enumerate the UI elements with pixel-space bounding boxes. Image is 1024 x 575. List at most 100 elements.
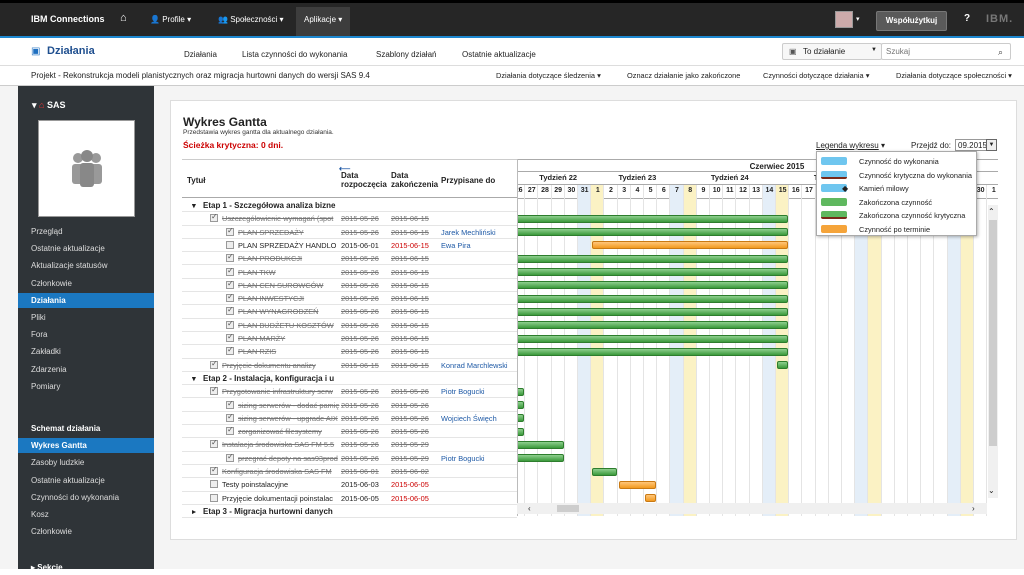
gantt-bar[interactable] <box>518 454 564 463</box>
gantt-bar[interactable] <box>518 281 789 290</box>
task-checkbox[interactable] <box>226 452 234 462</box>
vertical-scrollbar[interactable] <box>988 205 998 498</box>
sidebar-item[interactable]: Fora <box>31 330 48 340</box>
sidebar-item[interactable]: Czynności do wykonania <box>31 492 120 502</box>
table-row[interactable]: sizing serwerów - dodać pamię2015-05-262… <box>182 399 517 412</box>
tab-todo-list[interactable]: Lista czynności do wykonania <box>242 50 348 59</box>
gantt-bar[interactable] <box>518 228 789 237</box>
scroll-thumb[interactable] <box>557 505 579 512</box>
table-row[interactable]: PLAN TKW 2015-05-26 2015-06-15 <box>182 266 517 279</box>
assignee[interactable]: Piotr Bogucki <box>441 387 485 397</box>
chevron-down-icon[interactable]: ▾ <box>856 16 860 23</box>
assignee[interactable]: Piotr Bogucki <box>441 453 485 463</box>
gantt-bar[interactable] <box>518 307 789 316</box>
tab-activities[interactable]: Działania <box>184 50 217 59</box>
community-name[interactable]: ▾ ⌂ SAS <box>32 100 66 110</box>
table-row[interactable]: Uszczegółowienie wymagań (spot 2015-05-26… <box>182 212 517 226</box>
task-checkbox[interactable] <box>226 412 234 422</box>
table-row[interactable]: PLAN PRODUKCJI 2015-05-26 2015-06-15 <box>182 252 517 266</box>
gantt-bar[interactable] <box>518 268 789 276</box>
nav-profile[interactable]: 👤 Profile ▾ <box>150 15 192 24</box>
table-row[interactable]: PLAN MARŻY 2015-05-26 2015-06-15 <box>182 332 517 346</box>
gantt-bar[interactable] <box>518 401 525 409</box>
search-scope-select[interactable]: ▣ To działanie ▼ <box>782 43 882 60</box>
task-checkbox[interactable] <box>210 438 218 449</box>
chevron-up-icon[interactable]: ⌃ <box>988 207 995 216</box>
task-checkbox[interactable] <box>210 465 218 475</box>
gantt-bar[interactable] <box>518 321 789 330</box>
table-row[interactable]: PLAN SPRZEDAŻY 2015-05-26 2015-06-15 Jarek … <box>182 226 517 239</box>
chevron-left-icon[interactable]: ‹ <box>528 504 531 513</box>
assignee[interactable]: Ewa Pira <box>441 240 471 250</box>
table-row[interactable]: PLAN WYNAGRODZEŃ 2015-05-26 2015-06-15 <box>182 305 517 319</box>
sidebar-item[interactable]: Zasoby ludzkie <box>31 458 85 468</box>
task-checkbox[interactable] <box>226 399 234 409</box>
sidebar-item[interactable]: Ostatnie aktualizacje <box>31 244 105 254</box>
sidebar-item[interactable]: Ostatnie aktualizacje <box>31 475 105 485</box>
gantt-bar[interactable] <box>518 334 789 343</box>
col-start[interactable]: Data rozpoczęcia <box>341 171 387 189</box>
task-checkbox[interactable] <box>226 240 234 249</box>
sidebar-item[interactable]: Zdarzenia <box>31 364 67 374</box>
table-row[interactable]: PLAN RZIS 2015-05-26 2015-06-15 <box>182 345 517 359</box>
nav-communities[interactable]: 👥 Społeczności ▾ <box>218 15 284 24</box>
sidebar-item[interactable]: Aktualizacje statusów <box>31 261 108 271</box>
community-actions-menu[interactable]: Działania dotyczące społeczności ▾ <box>896 71 1012 80</box>
sidebar-item[interactable]: Pomiary <box>31 381 61 391</box>
gantt-bar[interactable] <box>777 361 789 370</box>
task-checkbox[interactable] <box>210 385 218 396</box>
task-checkbox[interactable] <box>210 359 218 369</box>
table-row[interactable]: zorganizować filesystemy 2015-05-26 2015-0… <box>182 425 517 439</box>
task-checkbox[interactable] <box>226 279 234 289</box>
horizontal-scrollbar[interactable] <box>517 503 987 514</box>
gantt-bar[interactable] <box>518 427 525 436</box>
gantt-bar[interactable] <box>518 254 789 263</box>
task-checkbox[interactable] <box>210 212 218 223</box>
chevron-down-icon[interactable]: ⌄ <box>988 486 995 495</box>
chevron-right-icon[interactable]: › <box>972 504 975 513</box>
table-row[interactable]: Testy poinstalacyjne 2015-06-03 2015-06-05 <box>182 478 517 492</box>
table-row[interactable]: Przyjęcie dokumentu analizy 2015-06-15 201… <box>182 359 517 372</box>
goto-dropdown-button[interactable]: ▼ <box>986 139 997 151</box>
sidebar-item[interactable]: Wykres Gantta <box>18 438 154 454</box>
gantt-bar[interactable] <box>518 440 564 449</box>
task-checkbox[interactable] <box>210 493 218 502</box>
task-checkbox[interactable] <box>210 480 218 489</box>
table-row[interactable]: Konfiguracja środowiska SAS FM 2015-06-01… <box>182 465 517 479</box>
search-input[interactable] <box>881 43 1011 60</box>
col-assigned[interactable]: Przypisane do <box>441 176 496 185</box>
search-icon[interactable]: ⌕ <box>998 47 1004 57</box>
gantt-bar[interactable] <box>518 347 789 356</box>
user-avatar[interactable] <box>835 11 853 28</box>
gantt-bar[interactable] <box>518 387 525 396</box>
expand-toggle-icon[interactable]: ▾ <box>192 373 196 383</box>
activity-actions-menu[interactable]: Czynności dotyczące działania ▾ <box>763 71 870 80</box>
help-icon[interactable]: ? <box>964 13 971 24</box>
task-checkbox[interactable] <box>226 252 234 263</box>
task-checkbox[interactable] <box>226 425 234 436</box>
sidebar-item[interactable]: Przegląd <box>31 227 63 236</box>
task-checkbox[interactable] <box>226 345 234 356</box>
task-checkbox[interactable] <box>226 292 234 303</box>
brand-logo[interactable]: IBM Connections <box>31 14 105 24</box>
sidebar-item[interactable]: Członkowie <box>31 278 72 288</box>
task-checkbox[interactable] <box>226 266 234 276</box>
task-checkbox[interactable] <box>226 305 234 316</box>
gantt-bar[interactable] <box>645 494 657 503</box>
sections-toggle[interactable]: ▸ Sekcje <box>31 563 63 572</box>
table-row[interactable]: ▾ Etap 2 - Instalacja, konfiguracja i u <box>182 372 517 386</box>
gantt-bar[interactable] <box>518 294 789 303</box>
table-row[interactable]: PLAN CEN SUROWCÓW 2015-05-26 2015-06-15 <box>182 279 517 293</box>
expand-toggle-icon[interactable]: ▾ <box>192 201 196 210</box>
gantt-bar[interactable] <box>518 214 789 223</box>
tab-recent-updates[interactable]: Ostatnie aktualizacje <box>462 50 536 59</box>
table-row[interactable]: PLAN SPRZEDAŻY HANDLO 2015-06-01 2015-06-1… <box>182 239 517 253</box>
sidebar-item[interactable]: Pliki <box>31 313 46 322</box>
col-title[interactable]: Tytuł <box>187 176 206 185</box>
gantt-bar[interactable] <box>518 414 525 423</box>
tracking-actions-menu[interactable]: Działania dotyczące śledzenia ▾ <box>496 71 601 80</box>
col-end[interactable]: Data zakończenia <box>391 171 439 189</box>
sidebar-item[interactable]: Kosz <box>31 510 49 519</box>
gantt-bar[interactable] <box>592 467 617 476</box>
